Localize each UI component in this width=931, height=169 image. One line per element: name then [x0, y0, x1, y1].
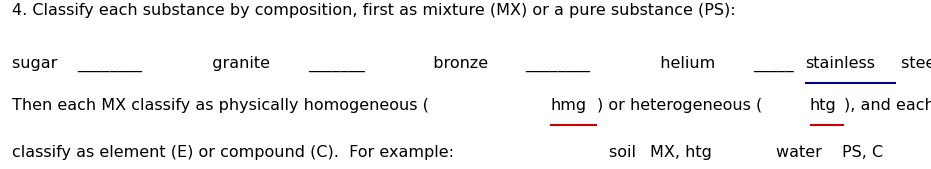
Text: hmg: hmg — [550, 98, 587, 113]
Text: ________: ________ — [77, 57, 142, 72]
Text: _____: _____ — [753, 57, 793, 72]
Text: bronze: bronze — [382, 56, 493, 71]
Text: soil: soil — [609, 145, 641, 160]
Text: stainless: stainless — [805, 56, 875, 71]
Text: 4. Classify each substance by composition, first as mixture (MX) or a pure subst: 4. Classify each substance by compositio… — [12, 3, 735, 18]
Text: MX, htg: MX, htg — [651, 145, 712, 160]
Text: ), and each PS: ), and each PS — [844, 98, 931, 113]
Text: classify as element (E) or compound (C).  For example:: classify as element (E) or compound (C).… — [12, 145, 454, 160]
Text: granite: granite — [161, 56, 276, 71]
Text: helium: helium — [609, 56, 721, 71]
Text: Then each MX classify as physically homogeneous (: Then each MX classify as physically homo… — [12, 98, 429, 113]
Text: _______: _______ — [308, 57, 365, 72]
Text: water: water — [776, 145, 828, 160]
Text: steel: steel — [896, 56, 931, 71]
Text: htg: htg — [810, 98, 837, 113]
Text: ) or heterogeneous (: ) or heterogeneous ( — [597, 98, 762, 113]
Text: ________: ________ — [525, 57, 590, 72]
Text: PS, C: PS, C — [843, 145, 888, 160]
Text: sugar: sugar — [12, 56, 62, 71]
